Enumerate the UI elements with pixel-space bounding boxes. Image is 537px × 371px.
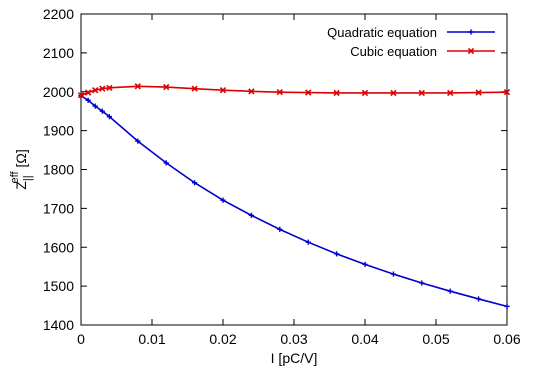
data-point	[305, 89, 312, 96]
data-point	[447, 288, 453, 294]
data-point	[362, 261, 368, 267]
x-tick-label: 0.02	[209, 331, 236, 347]
x-tick-label: 0.05	[422, 331, 449, 347]
y-axis: 1400 1500 1600 1700 1800 1900 2000 2100 2200	[43, 6, 507, 333]
data-point	[92, 103, 98, 109]
plot-frame	[80, 13, 508, 326]
data-point	[248, 212, 254, 218]
data-point	[447, 89, 454, 97]
data-point	[191, 85, 198, 92]
data-point	[163, 83, 170, 91]
y-axis-title-text: Z||eff [Ω]	[9, 149, 34, 189]
y-tick-label: 1700	[43, 200, 74, 216]
data-point	[106, 84, 113, 92]
x-tick-label: 0.04	[351, 331, 378, 347]
data-point	[192, 180, 198, 186]
series-layer	[77, 83, 511, 309]
series-line	[80, 85, 508, 96]
legend-item: Quadratic equation	[327, 25, 495, 40]
data-point	[361, 89, 369, 97]
data-point	[163, 160, 169, 166]
x-tick-label: 0.06	[493, 331, 520, 347]
series-2	[77, 83, 511, 99]
data-point	[77, 92, 85, 99]
data-point	[220, 197, 226, 203]
legend-label: Cubic equation	[350, 44, 437, 59]
data-point	[390, 89, 397, 97]
data-point	[84, 89, 92, 96]
data-point	[276, 88, 283, 96]
data-point	[333, 89, 340, 97]
data-point	[475, 89, 482, 96]
y-axis-title: Z||eff [Ω]	[9, 149, 34, 189]
data-point	[277, 226, 283, 232]
y-tick-label: 2000	[43, 84, 74, 100]
y-tick-label: 1500	[43, 278, 74, 294]
x-tick-label: 0	[77, 331, 85, 347]
data-point	[418, 89, 425, 97]
data-point	[419, 280, 425, 286]
data-point	[476, 296, 482, 302]
data-point	[92, 87, 99, 94]
data-point	[99, 85, 106, 92]
legend-item: Cubic equation	[350, 44, 495, 59]
data-point	[106, 114, 112, 120]
y-tick-label: 1400	[43, 317, 74, 333]
data-point	[219, 87, 227, 94]
series-line	[80, 94, 508, 308]
x-tick-label: 0.03	[280, 331, 307, 347]
data-point	[134, 83, 141, 90]
legend-marker	[467, 47, 475, 55]
x-axis: 0 0.01 0.02 0.03 0.04 0.05 0.06	[77, 14, 521, 347]
data-point	[135, 138, 141, 144]
legend: Quadratic equation Cubic equation	[327, 25, 495, 59]
y-tick-label: 1600	[43, 239, 74, 255]
data-point	[305, 239, 311, 245]
legend-marker	[468, 29, 474, 35]
x-axis-title: I [pC/V]	[271, 350, 318, 366]
series-1	[78, 93, 510, 309]
data-point	[504, 303, 510, 309]
y-tick-label: 2200	[43, 6, 74, 22]
data-point	[334, 251, 340, 257]
data-point	[99, 108, 105, 114]
legend-label: Quadratic equation	[327, 25, 437, 40]
y-tick-label: 1900	[43, 123, 74, 139]
y-tick-label: 2100	[43, 45, 74, 61]
data-point	[390, 271, 396, 277]
x-tick-label: 0.01	[138, 331, 165, 347]
plot-area	[80, 13, 508, 326]
data-point	[85, 97, 91, 103]
data-point	[503, 88, 511, 96]
y-tick-label: 1800	[43, 162, 74, 178]
data-point	[248, 88, 255, 95]
